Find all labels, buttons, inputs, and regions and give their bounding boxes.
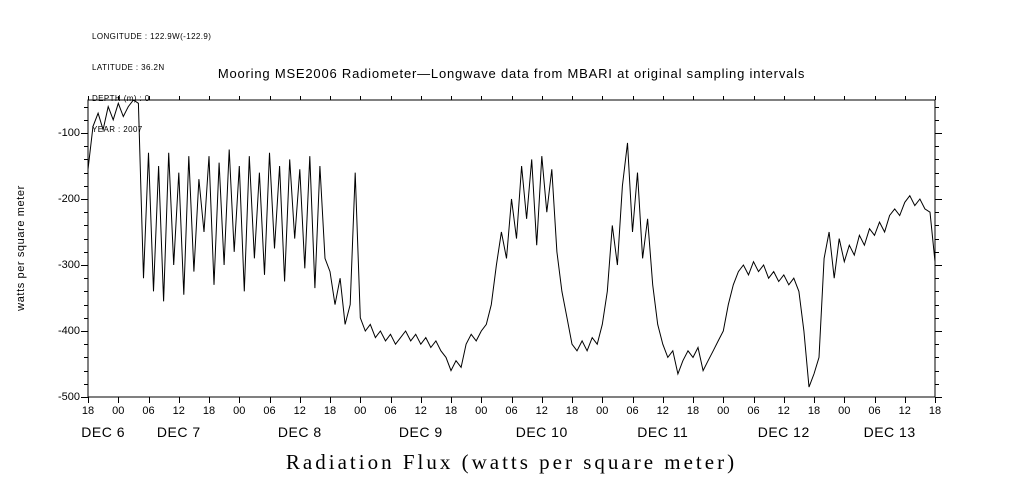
x-date-label: DEC 13 <box>863 424 916 440</box>
x-tick-label: 06 <box>868 405 881 417</box>
meta-depth: DEPTH (m) : 0 <box>92 94 150 104</box>
x-date-label: DEC 7 <box>156 424 201 440</box>
x-date-label: DEC 6 <box>81 424 125 440</box>
meta-longitude: LONGITUDE : 122.9W(-122.9) <box>92 31 212 41</box>
x-tick-label: 06 <box>626 405 639 417</box>
radiation-flux-line <box>87 99 936 388</box>
x-tick-label: 18 <box>928 405 942 417</box>
x-axis-title: Radiation Flux (watts per square meter) <box>285 450 738 474</box>
x-tick-label: 18 <box>202 405 216 417</box>
x-tick-label: 06 <box>384 405 397 417</box>
x-tick-label: 00 <box>112 405 125 417</box>
x-tick-label: 12 <box>535 405 548 417</box>
x-tick-label: 18 <box>686 405 700 417</box>
x-tick-label: 12 <box>172 405 185 417</box>
x-tick-label: 00 <box>475 405 488 417</box>
x-tick-label: 18 <box>444 405 458 417</box>
y-tick-label: -100 <box>57 126 80 139</box>
x-tick-label: 00 <box>596 405 609 417</box>
y-tick-label: -500 <box>57 390 80 403</box>
chart-title: Mooring MSE2006 Radiometer—Longwave data… <box>217 66 806 81</box>
x-tick-label: 00 <box>838 405 851 417</box>
x-date-label: DEC 12 <box>757 424 810 440</box>
x-date-label: DEC 11 <box>637 424 689 440</box>
x-tick-label: 12 <box>777 405 790 417</box>
x-date-label: DEC 10 <box>515 424 568 440</box>
x-tick-label: 18 <box>81 405 95 417</box>
x-tick-label: 12 <box>898 405 911 417</box>
y-tick-label: -400 <box>57 324 80 337</box>
meta-latitude: LATITUDE : 36.2N <box>92 62 165 72</box>
y-tick-label: -300 <box>57 258 80 271</box>
x-tick-label: 06 <box>142 405 155 417</box>
x-date-label: DEC 9 <box>398 424 443 440</box>
x-date-label: DEC 8 <box>277 424 322 440</box>
x-tick-label: 06 <box>747 405 760 417</box>
x-tick-label: 18 <box>323 405 337 417</box>
x-tick-label: 00 <box>717 405 730 417</box>
x-tick-label: 18 <box>807 405 821 417</box>
x-tick-label: 12 <box>293 405 306 417</box>
x-tick-label: 06 <box>263 405 276 417</box>
y-tick-label: -200 <box>57 192 80 205</box>
x-tick-label: 18 <box>565 405 579 417</box>
x-tick-label: 00 <box>354 405 367 417</box>
x-tick-label: 12 <box>414 405 427 417</box>
x-tick-label: 06 <box>505 405 518 417</box>
x-tick-label: 12 <box>656 405 669 417</box>
x-tick-label: 00 <box>233 405 246 417</box>
